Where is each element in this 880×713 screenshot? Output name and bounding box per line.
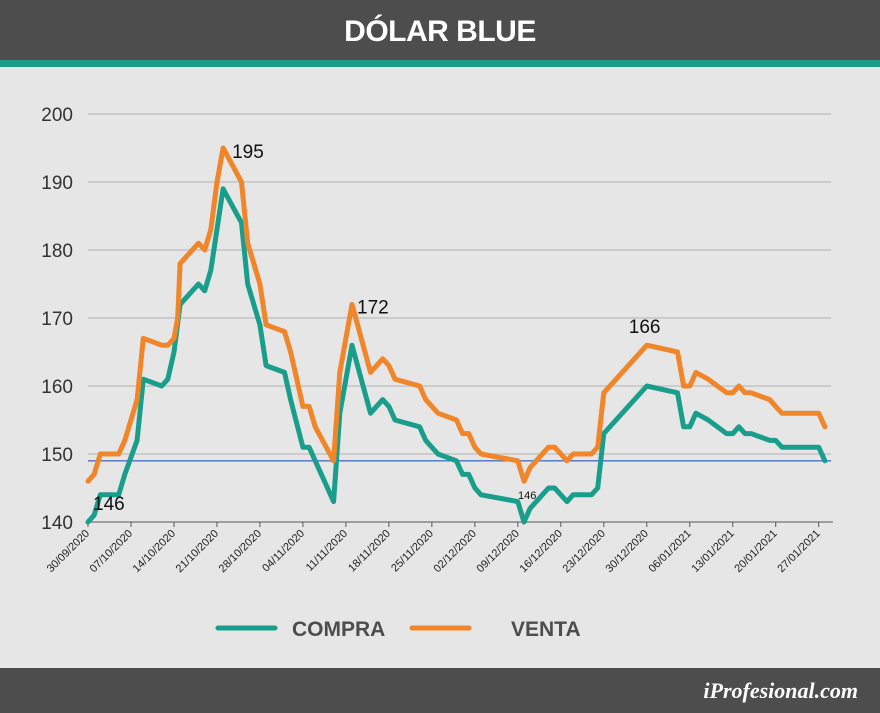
legend-label-venta: VENTA <box>511 618 581 641</box>
axis-layer: 140 150 160 170 180 190 200 30/09/202007/10/202… <box>41 105 833 575</box>
data-label-146: 146 <box>93 494 125 515</box>
x-tick-label: 06/01/2021 <box>646 528 693 575</box>
y-tick-label-160: 160 <box>41 377 73 398</box>
x-tick-label: 28/10/2020 <box>217 528 264 575</box>
brand-logo: iProfesional.com <box>703 678 858 703</box>
x-tick-label: 30/09/2020 <box>45 528 92 575</box>
x-tick-label: 25/11/2020 <box>389 528 436 575</box>
x-tick-label: 11/11/2020 <box>304 528 350 574</box>
legend-label-compra: COMPRA <box>292 618 385 641</box>
y-tick-label-140: 140 <box>41 513 73 534</box>
x-tick-label: 18/11/2020 <box>346 528 393 575</box>
data-label-166: 166 <box>629 317 661 338</box>
header-accent-stripe <box>0 60 880 67</box>
chart-area: 140 150 160 170 180 190 200 30/09/2020 07/10/202… <box>0 67 880 668</box>
chart-title: DÓLAR BLUE <box>344 15 536 48</box>
series-line-venta <box>85 145 828 484</box>
x-tick-label: 30/12/2020 <box>603 528 650 575</box>
series-layer <box>85 145 828 525</box>
series-line-compra <box>85 186 828 525</box>
y-tick-label-150: 150 <box>41 445 73 466</box>
x-tick-label: 23/12/2020 <box>561 528 608 575</box>
x-tick-label: 20/01/2021 <box>732 528 779 575</box>
y-tick-label-200: 200 <box>41 105 73 126</box>
x-tick-label: 27/01/2021 <box>775 528 822 575</box>
data-label-146: 146 <box>518 490 536 502</box>
x-tick-label: 16/12/2020 <box>518 528 565 575</box>
annotation-layer: 146 195 172 146 166 <box>93 142 660 515</box>
footer-bar <box>0 668 880 713</box>
header-bar <box>0 0 880 60</box>
y-tick-label-170: 170 <box>41 309 73 330</box>
x-tick-label: 07/10/2020 <box>88 528 135 575</box>
x-tick-label: 04/11/2020 <box>260 528 307 575</box>
x-tick-label: 21/10/2020 <box>174 528 221 575</box>
y-tick-label-180: 180 <box>41 241 73 262</box>
line-chart: 140 150 160 170 180 190 200 30/09/202007/10/202… <box>41 105 833 641</box>
data-label-195: 195 <box>232 142 264 163</box>
x-tick-label: 09/12/2020 <box>475 528 522 575</box>
legend-layer: COMPRA VENTA <box>215 618 581 641</box>
y-tick-label-190: 190 <box>41 173 73 194</box>
x-tick-label: 13/01/2021 <box>689 528 736 575</box>
x-tick-label: 14/10/2020 <box>131 528 178 575</box>
data-label-172: 172 <box>357 297 389 318</box>
x-tick-label: 02/12/2020 <box>432 528 479 575</box>
